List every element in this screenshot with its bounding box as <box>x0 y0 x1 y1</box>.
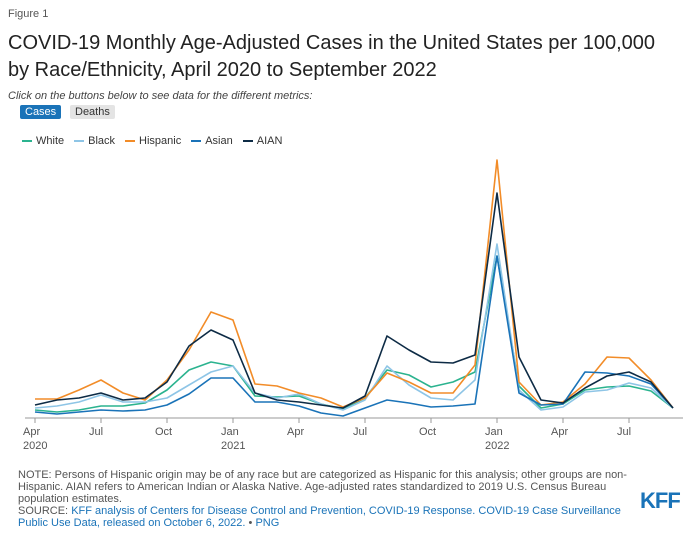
legend-label: Black <box>88 135 116 147</box>
line-series <box>35 159 674 409</box>
png-link[interactable]: PNG <box>255 517 280 529</box>
legend-item: Black <box>74 135 115 147</box>
line-series <box>34 255 674 417</box>
legend: White Black Hispanic Asian AIAN <box>22 135 282 147</box>
x-tick-label: Jul <box>353 426 368 438</box>
x-tick-label: Oct <box>155 426 173 438</box>
line-series <box>34 255 674 413</box>
x-tick-label: Apr 2020 <box>23 426 48 452</box>
x-tick-label: Jan 2022 <box>485 426 510 452</box>
legend-label: Hispanic <box>139 135 182 147</box>
legend-swatch <box>125 140 136 142</box>
legend-label: White <box>36 135 65 147</box>
legend-swatch <box>191 140 202 142</box>
figure-label: Figure 1 <box>8 8 49 20</box>
legend-item: Hispanic <box>125 135 181 147</box>
x-tick-label: Oct <box>419 426 437 438</box>
logo: KFF <box>640 488 681 513</box>
x-tick-label: Jul <box>89 426 104 438</box>
line-series <box>34 243 674 411</box>
separator: • <box>248 517 253 529</box>
chart-title: COVID-19 Monthly Age-Adjusted Cases in t… <box>8 32 656 81</box>
note: NOTE: Persons of Hispanic origin may be … <box>18 469 627 505</box>
legend-swatch <box>74 140 85 142</box>
subtitle: Click on the buttons below to see data f… <box>8 90 313 102</box>
legend-item: White <box>22 135 64 147</box>
cases-button[interactable]: Cases <box>20 105 62 119</box>
legend-swatch <box>242 140 253 142</box>
x-tick-label: Jul <box>617 426 632 438</box>
source-prefix: SOURCE: <box>18 505 69 517</box>
legend-item: Asian <box>191 135 233 147</box>
x-tick-label: Apr <box>287 426 305 438</box>
footnote: NOTE: Persons of Hispanic origin may be … <box>18 469 628 529</box>
deaths-button[interactable]: Deaths <box>70 105 115 119</box>
x-tick-label: Jan 2021 <box>221 426 246 452</box>
legend-label: Asian <box>205 135 233 147</box>
legend-swatch <box>22 140 32 142</box>
source-link[interactable]: KFF analysis of Centers for Disease Cont… <box>18 505 621 529</box>
x-tick-label: Apr <box>551 426 569 438</box>
legend-label: AIAN <box>256 135 283 147</box>
line-series <box>34 192 674 409</box>
legend-item: AIAN <box>242 135 283 147</box>
